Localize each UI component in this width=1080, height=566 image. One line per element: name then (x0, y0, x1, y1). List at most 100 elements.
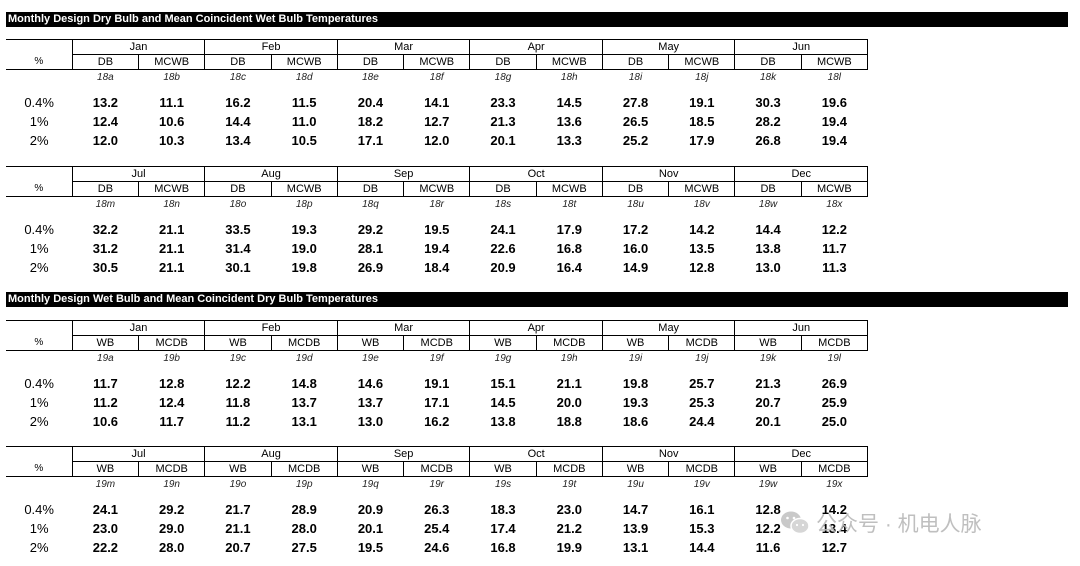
column-label: DB (601, 181, 670, 197)
field-code: 18p (295, 198, 313, 210)
month-header: May (601, 39, 736, 55)
data-row: 1% 31.2 21.1 31.4 19.0 28.1 19.4 22.6 16.8 16.0 13… (6, 239, 868, 258)
temperature-value: 20.7 (755, 395, 781, 410)
temperature-value: 23.0 (556, 502, 582, 517)
percentile-label: 0.4% (24, 376, 54, 391)
month-header: Sep (336, 446, 471, 462)
field-code: 19t (562, 478, 577, 490)
temperature-value: 12.7 (424, 114, 450, 129)
column-label: WB (336, 461, 405, 477)
temperature-value: 17.9 (689, 133, 715, 148)
corner-cell (6, 39, 73, 55)
column-label: WB (71, 461, 140, 477)
field-code: 18v (693, 198, 710, 210)
temperature-value: 17.1 (357, 133, 384, 148)
column-label: DB (734, 181, 802, 197)
field-code: 18x (826, 198, 843, 210)
temperature-value: 24.1 (92, 502, 119, 517)
temperature-value: 20.9 (490, 260, 516, 275)
temperature-value: 25.7 (689, 376, 715, 391)
temperature-value: 22.6 (490, 241, 516, 256)
temperature-value: 21.1 (159, 222, 185, 237)
field-code: 18j (695, 71, 709, 83)
temperature-value: 15.1 (490, 376, 516, 391)
column-label: DB (71, 181, 140, 197)
temperature-value: 29.2 (159, 502, 185, 517)
temperature-value: 20.0 (556, 395, 582, 410)
temperature-value: 10.5 (291, 133, 317, 148)
column-label: MCWB (800, 54, 869, 70)
temperature-value: 18.5 (689, 114, 715, 129)
column-label: WB (601, 335, 670, 351)
temperature-value: 18.6 (622, 414, 649, 429)
month-header-row: Jan Feb Mar Apr May Jun (6, 320, 868, 336)
temperature-value: 22.2 (92, 540, 119, 555)
temperature-value: 13.6 (556, 114, 582, 129)
temperature-value: 14.4 (689, 540, 715, 555)
column-label: MCDB (270, 335, 338, 351)
month-header: Jan (71, 320, 206, 336)
column-label: MCDB (535, 461, 603, 477)
month-header: Oct (469, 446, 603, 462)
column-label: DB (469, 181, 537, 197)
field-code: 18w (758, 198, 778, 210)
field-code: 19a (97, 352, 114, 364)
column-label: MCDB (800, 461, 869, 477)
temperature-value: 19.1 (424, 376, 450, 391)
column-label: MCDB (668, 461, 736, 477)
field-code: 18k (760, 71, 777, 83)
temperature-value: 25.0 (821, 414, 847, 429)
temperature-value: 16.2 (225, 95, 251, 110)
temperature-value: 19.3 (291, 222, 317, 237)
month-header: Apr (469, 320, 603, 336)
field-code: 18h (560, 71, 578, 83)
percent-header: % (6, 181, 73, 197)
month-header: Dec (734, 446, 868, 462)
temperature-value: 12.4 (159, 395, 185, 410)
temperature-value: 19.3 (622, 395, 649, 410)
temperature-value: 13.8 (755, 241, 781, 256)
temperature-value: 13.0 (755, 260, 781, 275)
temperature-value: 18.2 (357, 114, 384, 129)
temperature-value: 13.7 (291, 395, 317, 410)
field-code: 19k (760, 352, 777, 364)
field-code: 18r (429, 198, 444, 210)
temperature-value: 28.9 (291, 502, 317, 517)
month-header: Jul (71, 446, 206, 462)
column-label: MCDB (403, 335, 471, 351)
month-header: Feb (204, 39, 338, 55)
temperature-value: 21.3 (490, 114, 516, 129)
temperature-value: 14.2 (689, 222, 715, 237)
column-label: MCWB (403, 54, 471, 70)
temperature-value: 16.0 (622, 241, 649, 256)
column-label: MCWB (138, 181, 206, 197)
temperature-value: 13.1 (291, 414, 317, 429)
field-code: 18m (95, 198, 116, 210)
month-header: Jan (71, 39, 206, 55)
percent-header: % (6, 335, 73, 351)
temperature-value: 14.2 (821, 502, 848, 517)
temperature-value: 19.8 (291, 260, 317, 275)
field-code: 18n (163, 198, 180, 210)
column-label: DB (734, 54, 802, 70)
table-block-s0-h1: Jul Aug Sep Oct Nov Dec% DB MCWB DB MCWB DB MCWB DB M… (6, 166, 869, 277)
month-header: Mar (336, 39, 471, 55)
percentile-label: 1% (29, 521, 49, 536)
temperature-value: 12.2 (755, 521, 781, 536)
month-header: Jun (734, 320, 868, 336)
field-code: 19x (826, 478, 843, 490)
temperature-value: 20.9 (357, 502, 384, 517)
field-code: 18f (429, 71, 444, 83)
field-code: 19j (695, 352, 709, 364)
temperature-value: 12.8 (755, 502, 781, 517)
temperature-value: 12.8 (689, 260, 715, 275)
temperature-value: 12.4 (92, 114, 119, 129)
temperature-value: 19.4 (424, 241, 450, 256)
column-label: DB (601, 54, 670, 70)
design-temp-table: Jan Feb Mar Apr May Jun% DB MCWB DB MCWB DB MCWB DB M… (6, 39, 869, 150)
column-label: WB (734, 461, 802, 477)
column-label: DB (204, 54, 272, 70)
temperature-value: 12.0 (424, 133, 450, 148)
temperature-value: 12.2 (821, 222, 848, 237)
field-code-row: 19a 19b 19c 19d 19e 19f 19g 19h 19i 19j 19k 19l (6, 351, 868, 366)
